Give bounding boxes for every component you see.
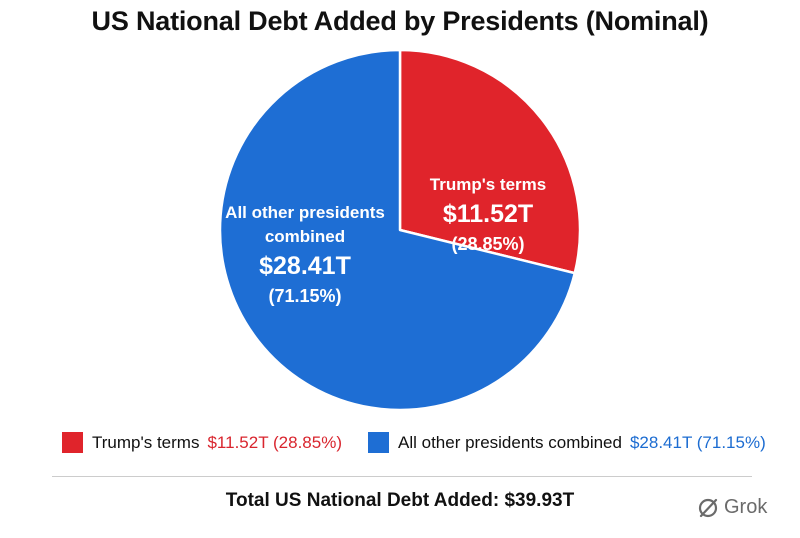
slice-label-trump-0: Trump's terms [430, 175, 546, 194]
legend-item-trump: Trump's terms $11.52T (28.85%) [62, 432, 342, 453]
grok-logo-icon [698, 498, 718, 517]
legend-label-others: All other presidents combined [398, 432, 622, 452]
footer-divider [52, 476, 752, 477]
pie-slice-trump [398, 48, 582, 275]
slice-percent-others: (71.15%) [268, 286, 341, 306]
watermark-text: Grok [724, 496, 768, 518]
slice-label-others-0: All other presidents [225, 203, 385, 222]
chart-title: US National Debt Added by Presidents (No… [91, 6, 709, 36]
pie-slice-others [218, 48, 577, 412]
legend-swatch-trump [62, 432, 83, 453]
legend-value-trump: $11.52T (28.85%) [207, 432, 342, 452]
slice-percent-trump: (28.85%) [451, 234, 524, 254]
slice-label-others-1: combined [265, 227, 345, 246]
legend-label-trump: Trump's terms [92, 432, 200, 452]
grok-watermark: Grok [697, 496, 767, 519]
legend-item-others: All other presidents combined $28.41T (7… [368, 432, 766, 453]
chart-legend: Trump's terms $11.52T (28.85%) All other… [0, 432, 800, 466]
slice-value-trump: $11.52T [443, 200, 533, 228]
legend-value-others: $28.41T (71.15%) [629, 432, 766, 452]
legend-swatch-others [368, 432, 389, 453]
pie-chart: Trump's terms $11.52T (28.85%) All other pr… [218, 48, 582, 412]
total-debt-label: Total US National Debt Added: $39.93T [225, 490, 575, 511]
slice-value-others: $28.41T [259, 252, 351, 280]
